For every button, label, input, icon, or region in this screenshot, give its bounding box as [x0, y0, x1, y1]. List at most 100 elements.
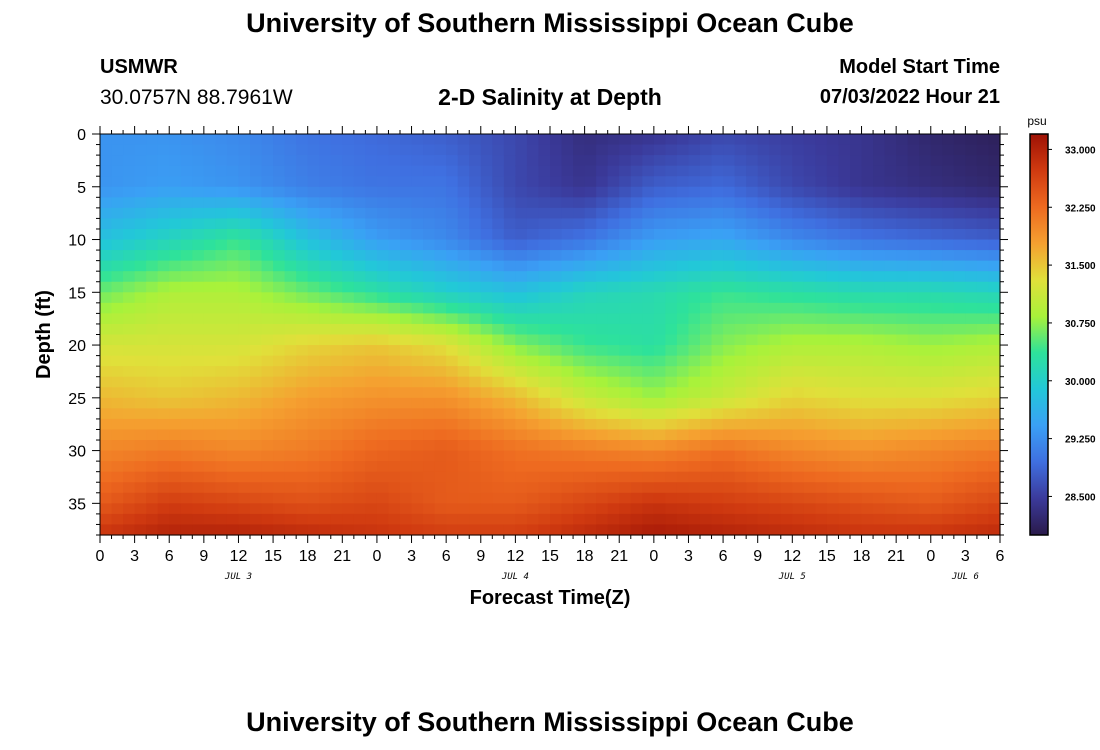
heatmap-cell [700, 186, 713, 198]
heatmap-cell [619, 355, 632, 367]
heatmap-cell [573, 186, 586, 198]
heatmap-cell [169, 524, 182, 536]
heatmap-cell [319, 376, 332, 388]
heatmap-cell [123, 155, 136, 167]
heatmap-cell [203, 461, 216, 473]
heatmap-cell [284, 250, 297, 262]
heatmap-cell [169, 482, 182, 494]
colorbar-tick-label: 32.250 [1065, 203, 1096, 214]
heatmap-cell [526, 355, 540, 367]
heatmap-cell [342, 197, 355, 209]
heatmap-cell [446, 176, 459, 188]
heatmap-cell [780, 313, 793, 325]
heatmap-cell [769, 503, 782, 515]
heatmap-cell [711, 134, 724, 146]
heatmap-cell [757, 323, 770, 336]
heatmap-cell [665, 471, 678, 483]
heatmap-cell [838, 302, 851, 314]
heatmap-cell [469, 345, 482, 357]
heatmap-cell [330, 176, 343, 188]
heatmap-cell [826, 207, 840, 220]
heatmap-cell [503, 450, 516, 462]
heatmap-cell [769, 260, 782, 272]
heatmap-cell [100, 461, 113, 473]
heatmap-cell [446, 155, 459, 167]
heatmap-cell [746, 397, 759, 409]
heatmap-cell [976, 334, 990, 346]
heatmap-cell [676, 482, 690, 494]
heatmap-cell [976, 471, 990, 483]
heatmap-cell [215, 345, 228, 357]
heatmap-cell [226, 492, 240, 504]
heatmap-cell [480, 524, 493, 536]
heatmap-cell [642, 186, 655, 198]
heatmap-cell [100, 313, 113, 325]
heatmap-cell [376, 323, 390, 336]
heatmap-cell [261, 271, 274, 283]
heatmap-cell [850, 250, 863, 262]
heatmap-cell [896, 134, 909, 146]
heatmap-cell [134, 503, 147, 515]
heatmap-cell [723, 461, 736, 473]
heatmap-cell [538, 197, 551, 209]
heatmap-cell [792, 144, 805, 156]
heatmap-cell [123, 387, 136, 399]
heatmap-cell [538, 302, 551, 314]
heatmap-cell [192, 513, 205, 526]
heatmap-cell [630, 482, 643, 494]
colorbar-tick-label: 33.000 [1065, 145, 1096, 156]
heatmap-cell [838, 281, 851, 293]
heatmap-cell [388, 376, 401, 388]
heatmap-cell [503, 144, 516, 156]
heatmap-cell [353, 197, 366, 209]
heatmap-cell [584, 176, 597, 188]
heatmap-cell [492, 134, 505, 146]
heatmap-cell [423, 186, 436, 198]
heatmap-cell [100, 218, 113, 230]
heatmap-cell [803, 408, 816, 420]
heatmap-cell [515, 207, 528, 220]
heatmap-cell [815, 323, 828, 336]
heatmap-cell [988, 144, 1001, 156]
heatmap-cell [930, 218, 943, 230]
heatmap-cell [607, 239, 620, 251]
heatmap-cell [111, 176, 124, 188]
heatmap-cell [780, 387, 793, 399]
heatmap-cell [342, 387, 355, 399]
heatmap-cell [884, 155, 897, 167]
heatmap-cell [250, 418, 263, 431]
heatmap-cell [238, 239, 251, 251]
heatmap-cell [550, 134, 563, 146]
heatmap-cell [711, 176, 724, 188]
heatmap-cell [457, 387, 470, 399]
heatmap-cell [723, 271, 736, 283]
heatmap-cell [930, 482, 943, 494]
heatmap-cell [157, 165, 170, 177]
heatmap-cell [550, 503, 563, 515]
heatmap-cell [273, 239, 286, 251]
heatmap-cell [653, 176, 666, 188]
heatmap-cell [711, 387, 724, 399]
heatmap-cell [757, 492, 770, 504]
heatmap-cell [169, 260, 182, 272]
heatmap-cell [688, 513, 701, 526]
heatmap-cell [503, 397, 516, 409]
heatmap-cell [861, 397, 874, 409]
heatmap-cell [250, 323, 263, 336]
heatmap-cell [723, 207, 736, 220]
heatmap-cell [123, 513, 136, 526]
heatmap-cell [123, 397, 136, 409]
heatmap-cell [630, 186, 643, 198]
heatmap-cell [457, 197, 470, 209]
heatmap-cell [273, 461, 286, 473]
heatmap-cell [157, 239, 170, 251]
heatmap-cell [492, 345, 505, 357]
heatmap-cell [792, 450, 805, 462]
heatmap-cell [850, 418, 863, 431]
heatmap-cell [630, 260, 643, 272]
heatmap-cell [976, 197, 990, 209]
heatmap-cell [907, 313, 920, 325]
heatmap-cell [330, 418, 343, 431]
heatmap-cell [480, 408, 493, 420]
heatmap-cell [826, 461, 840, 473]
